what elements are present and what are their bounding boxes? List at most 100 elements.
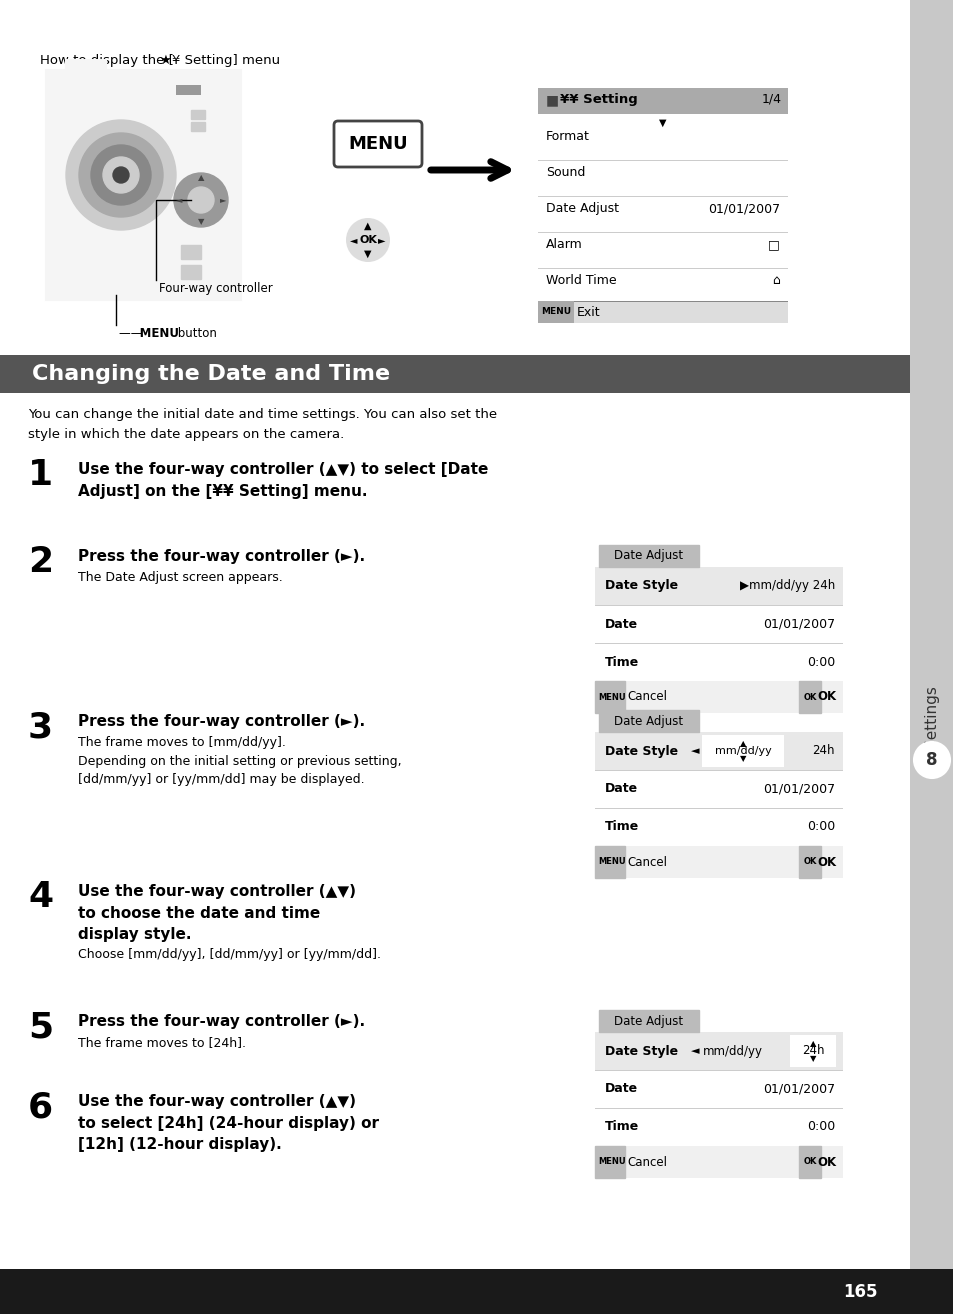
Text: You can change the initial date and time settings. You can also set the
style in: You can change the initial date and time…	[28, 409, 497, 442]
Text: Four-way controller: Four-way controller	[159, 283, 273, 296]
Text: ▼: ▼	[364, 248, 372, 259]
Bar	[537, 301, 787, 323]
Bar	[46, 70, 241, 300]
Text: OK: OK	[817, 690, 836, 703]
Circle shape	[173, 173, 228, 227]
Text: MENU: MENU	[540, 307, 571, 317]
Text: 01/01/2007: 01/01/2007	[762, 618, 834, 631]
Bar	[537, 88, 787, 114]
Text: OK: OK	[817, 1155, 836, 1168]
Bar	[595, 846, 842, 878]
Text: mm/dd/yy: mm/dd/yy	[714, 746, 771, 756]
Text: 4: 4	[28, 880, 53, 915]
Bar	[799, 846, 821, 878]
Text: ▲: ▲	[364, 221, 372, 231]
Text: ▼: ▼	[659, 118, 666, 127]
Text: 0:00: 0:00	[806, 820, 834, 833]
Bar	[799, 681, 821, 714]
Text: MENU: MENU	[598, 692, 625, 702]
Text: Date: Date	[604, 618, 638, 631]
Text: Time: Time	[604, 656, 639, 669]
Bar	[598, 710, 699, 732]
Bar	[595, 643, 842, 681]
Bar	[595, 770, 842, 808]
Bar	[595, 846, 624, 878]
Text: ▼: ▼	[197, 218, 204, 226]
Text: Use the four-way controller (▲▼)
to select [24h] (24-hour display) or
[12h] (12-: Use the four-way controller (▲▼) to sele…	[78, 1095, 378, 1152]
Circle shape	[66, 120, 175, 230]
Text: mm/dd/yy: mm/dd/yy	[702, 1045, 762, 1058]
Bar	[181, 244, 201, 259]
Circle shape	[91, 145, 151, 205]
Text: ★¥ Setting] menu: ★¥ Setting] menu	[160, 54, 280, 67]
Bar	[595, 1108, 842, 1146]
Text: ►: ►	[219, 196, 226, 205]
Text: MENU: MENU	[119, 327, 179, 340]
Text: Date: Date	[604, 783, 638, 795]
Text: Use the four-way controller (▲▼) to select [Date
Adjust] on the [¥¥ Setting] men: Use the four-way controller (▲▼) to sele…	[78, 463, 488, 498]
Text: □: □	[767, 238, 780, 251]
Text: Cancel: Cancel	[626, 1155, 666, 1168]
Text: ▼: ▼	[739, 754, 745, 763]
Text: 0:00: 0:00	[806, 1121, 834, 1134]
Text: 5: 5	[28, 1010, 53, 1045]
Bar	[909, 0, 953, 1314]
Text: OK: OK	[358, 235, 376, 244]
Text: Date Style: Date Style	[604, 1045, 678, 1058]
Bar	[595, 808, 842, 846]
Text: Settings: Settings	[923, 686, 939, 749]
Text: Date Style: Date Style	[604, 745, 678, 757]
Bar	[595, 1070, 842, 1108]
Text: Time: Time	[604, 1121, 639, 1134]
Bar	[28, 39, 899, 335]
Text: Date Adjust: Date Adjust	[614, 715, 683, 728]
Bar	[702, 736, 782, 766]
Circle shape	[346, 218, 390, 261]
Text: 24h: 24h	[801, 1045, 823, 1058]
Text: ▲: ▲	[197, 173, 204, 183]
Bar	[181, 265, 201, 279]
Text: 0:00: 0:00	[806, 656, 834, 669]
FancyBboxPatch shape	[334, 121, 421, 167]
Text: OK: OK	[802, 692, 816, 702]
Text: ▲: ▲	[739, 738, 745, 748]
Text: ——: ——	[119, 327, 150, 340]
Text: OK: OK	[802, 858, 816, 866]
Text: Date Adjust: Date Adjust	[614, 549, 683, 562]
Text: ◄: ◄	[175, 196, 182, 205]
Text: Cancel: Cancel	[626, 690, 666, 703]
Bar	[66, 60, 106, 74]
Text: MENU: MENU	[598, 858, 625, 866]
Bar	[0, 1269, 953, 1314]
Text: ¥¥ Setting: ¥¥ Setting	[559, 93, 638, 106]
Bar	[595, 1031, 842, 1070]
Text: button: button	[173, 327, 216, 340]
Text: Alarm: Alarm	[545, 238, 582, 251]
Text: OK: OK	[802, 1158, 816, 1167]
Text: World Time: World Time	[545, 275, 616, 286]
Text: Cancel: Cancel	[626, 855, 666, 869]
Bar	[595, 1010, 842, 1177]
Text: ◄: ◄	[350, 235, 357, 244]
Bar	[595, 732, 842, 770]
Circle shape	[79, 133, 163, 217]
Text: Date Adjust: Date Adjust	[614, 1014, 683, 1028]
Bar	[595, 1146, 624, 1177]
Text: How to display the [: How to display the [	[40, 54, 173, 67]
Text: 3: 3	[28, 710, 53, 744]
Bar	[595, 710, 842, 878]
Text: Choose [mm/dd/yy], [dd/mm/yy] or [yy/mm/dd].: Choose [mm/dd/yy], [dd/mm/yy] or [yy/mm/…	[78, 947, 380, 961]
Text: 1: 1	[28, 459, 53, 491]
Circle shape	[913, 742, 949, 778]
Bar	[799, 1146, 821, 1177]
Text: Date Style: Date Style	[604, 579, 678, 593]
Circle shape	[103, 156, 139, 193]
Text: Date: Date	[604, 1083, 638, 1096]
Bar	[790, 1035, 834, 1066]
Circle shape	[112, 167, 129, 183]
Bar	[191, 122, 205, 131]
Bar	[595, 545, 842, 714]
Text: ►: ►	[377, 235, 385, 244]
Text: Changing the Date and Time: Changing the Date and Time	[32, 364, 390, 384]
Text: 6: 6	[28, 1091, 53, 1123]
